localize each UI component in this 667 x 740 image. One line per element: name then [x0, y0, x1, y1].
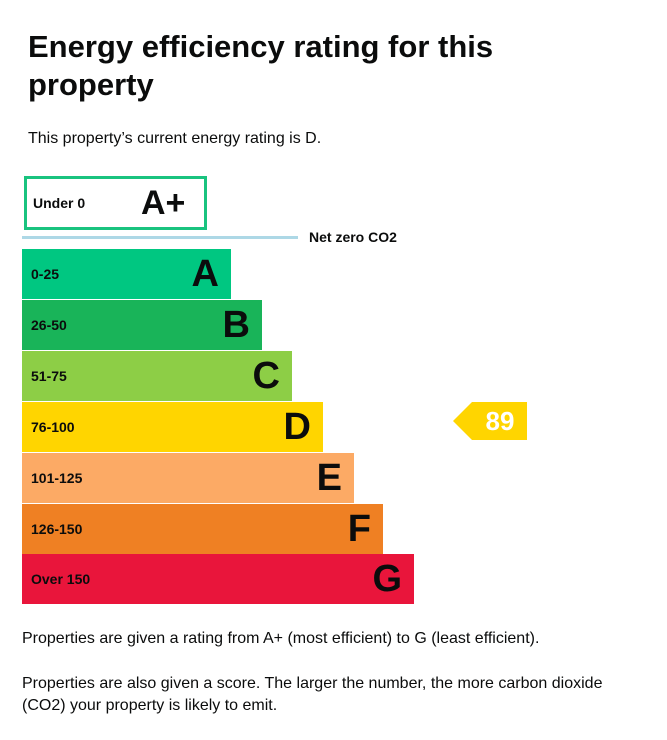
score-note: Properties are also given a score. The l… — [22, 675, 603, 714]
band-b: 26-50 B — [22, 299, 262, 350]
rating-note: Properties are given a rating from A+ (m… — [22, 630, 540, 647]
band-range: Under 0 — [33, 195, 86, 211]
band-e: 101-125 E — [22, 452, 354, 503]
net-zero-label: Net zero CO2 — [309, 229, 397, 245]
net-zero-line — [22, 236, 298, 239]
band-range: 0-25 — [31, 266, 60, 282]
band-range: 76-100 — [31, 418, 75, 435]
band-aplus: Under 0 A+ — [24, 176, 207, 230]
band-g: Over 150 G — [22, 554, 414, 605]
band-c: 51-75 C — [22, 350, 292, 401]
band-range: 51-75 — [31, 367, 67, 384]
band-range: 101-125 — [31, 469, 83, 486]
band-letter: F — [347, 507, 371, 550]
score-value: 89 — [485, 406, 515, 436]
current-rating-text: This property’s current energy rating is… — [28, 130, 322, 147]
band-a: 0-25 A — [22, 249, 231, 299]
band-range: 126-150 — [31, 520, 83, 537]
band-letter: A+ — [141, 184, 186, 222]
score-arrow: 89 — [453, 402, 527, 440]
band-range: 26-50 — [31, 316, 67, 333]
band-f: 126-150 F — [22, 503, 383, 554]
page-title: Energy efficiency rating for this proper… — [28, 29, 494, 102]
band-letter: A — [191, 253, 219, 295]
band-letter: E — [316, 456, 342, 499]
band-range: Over 150 — [31, 571, 91, 588]
band-letter: C — [252, 354, 280, 397]
band-letter: D — [283, 405, 311, 448]
band-letter: B — [222, 303, 250, 346]
band-letter: G — [372, 558, 402, 601]
band-d: 76-100 D — [22, 401, 323, 452]
